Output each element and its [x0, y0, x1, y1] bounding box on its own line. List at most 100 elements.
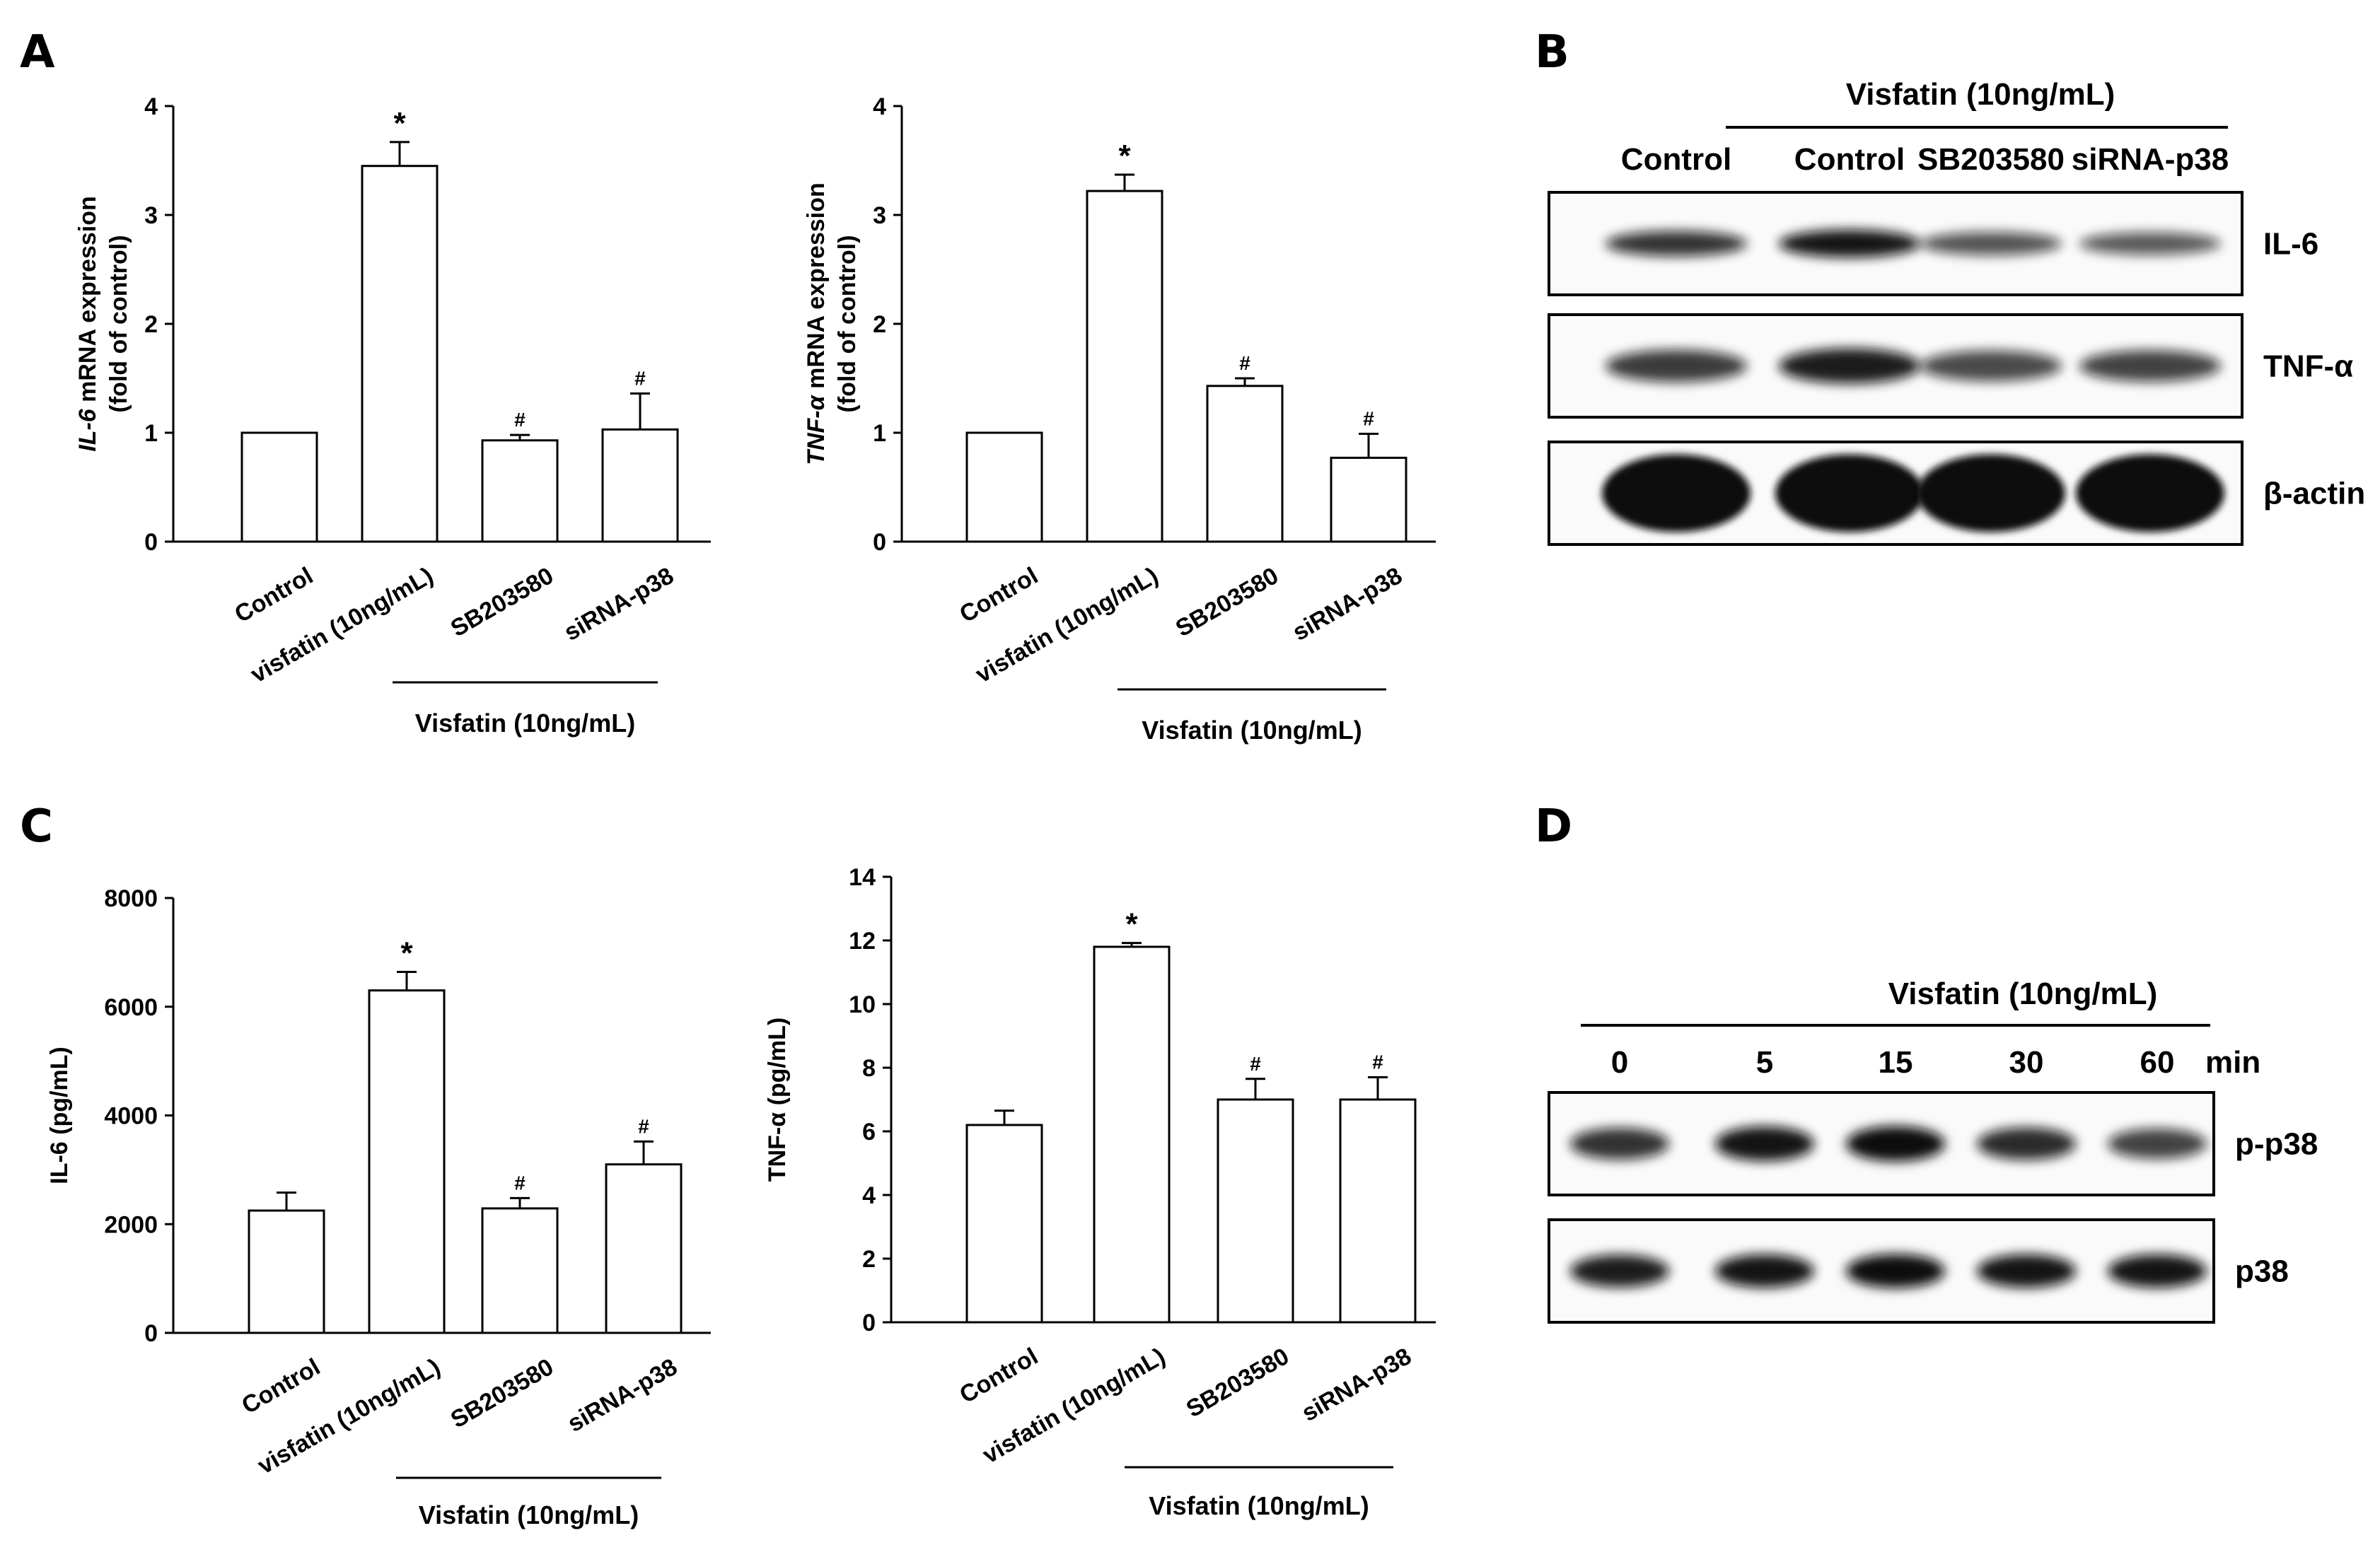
- blot-row-label: β-actin: [2263, 477, 2365, 511]
- blot-d-unit: min: [2205, 1045, 2260, 1080]
- blot-lane-label: Control: [1621, 142, 1731, 177]
- group-label: Visfatin (10ng/mL): [1142, 716, 1362, 745]
- blot-row-label: TNF-α: [2263, 349, 2353, 384]
- bar: [605, 1163, 683, 1334]
- significance-hash: #: [1239, 352, 1250, 374]
- y-axis-label: IL-6 (pg/mL): [46, 1046, 73, 1184]
- significance-star: *: [393, 106, 406, 141]
- blot-lane-label: 5: [1756, 1045, 1773, 1080]
- significance-hash: #: [514, 409, 526, 431]
- group-label: Visfatin (10ng/mL): [415, 709, 635, 737]
- y-tick-label: 0: [144, 529, 158, 556]
- blot-band: [1570, 1128, 1669, 1160]
- significance-hash: #: [1363, 408, 1374, 430]
- blot-band: [1606, 231, 1747, 257]
- y-tick-label: 0: [862, 1310, 876, 1336]
- blot-band: [1715, 1254, 1814, 1288]
- y-tick-label: 2: [862, 1246, 876, 1273]
- blot-row-label: IL-6: [2263, 227, 2318, 262]
- blot-band: [1602, 454, 1751, 532]
- blot-band: [1846, 1254, 1945, 1288]
- blot-lane-label: 30: [2009, 1045, 2044, 1080]
- blot-band: [2108, 1254, 2207, 1288]
- y-axis-label-line2: (fold of control): [834, 235, 861, 412]
- blot-lane-label: 15: [1879, 1045, 1913, 1080]
- y-tick-label: 2: [144, 311, 158, 338]
- y-tick-label: 3: [144, 202, 158, 229]
- y-tick-label: 4: [873, 93, 886, 120]
- y-tick-label: 12: [849, 928, 876, 955]
- y-tick-label: 0: [873, 529, 886, 556]
- bar: [361, 165, 439, 543]
- bar: [368, 989, 446, 1334]
- y-axis-label-line2: (fold of control): [105, 235, 132, 412]
- y-tick-label: 3: [873, 202, 886, 229]
- blot-row-label: p-p38: [2235, 1127, 2318, 1162]
- blot-band: [1977, 1254, 2076, 1288]
- blot-band: [1570, 1254, 1669, 1288]
- y-tick-label: 6000: [104, 994, 158, 1021]
- significance-hash: #: [1250, 1053, 1261, 1075]
- chart-il6-mrna: 0 1 2 3 4 IL-6 mRNA expression (fold of contro…: [74, 93, 711, 737]
- y-tick-label: 4: [862, 1182, 876, 1209]
- blot-lane-label: 60: [2140, 1045, 2175, 1080]
- western-blot-d: Visfatin (10ng/mL) 0 5 15 30 60 min p-p38 p38: [1548, 976, 2318, 1324]
- x-tick-label: Control: [955, 562, 1043, 628]
- y-axis-label: IL-6 mRNA expression: [74, 196, 101, 452]
- y-tick-label: 8000: [104, 885, 158, 912]
- bar: [1093, 945, 1171, 1324]
- y-tick-label: 4000: [104, 1103, 158, 1130]
- blot-band: [2108, 1129, 2207, 1159]
- significance-hash: #: [634, 368, 646, 390]
- y-tick-label: 1: [144, 420, 158, 447]
- y-tick-label: 2: [873, 311, 886, 338]
- blot-band: [1846, 1126, 1945, 1162]
- significance-star: *: [400, 936, 413, 971]
- x-tick-label: Control: [230, 562, 318, 628]
- blot-band: [2079, 232, 2221, 255]
- bar: [240, 431, 318, 543]
- bar: [1086, 190, 1163, 543]
- bar: [1330, 456, 1407, 543]
- y-tick-label: 4: [144, 93, 158, 120]
- y-tick-label: 0: [144, 1320, 158, 1347]
- bar: [965, 1124, 1043, 1324]
- bar: [1206, 385, 1284, 543]
- y-tick-label: 8: [862, 1055, 876, 1082]
- bar: [1217, 1098, 1294, 1324]
- blot-band: [1920, 350, 2062, 382]
- bar: [965, 431, 1043, 543]
- y-tick-label: 1: [873, 420, 886, 447]
- blot-band: [2076, 454, 2224, 532]
- blot-lane-label: 0: [1611, 1045, 1628, 1080]
- group-label: Visfatin (10ng/mL): [1149, 1491, 1369, 1520]
- significance-star: *: [1125, 907, 1138, 942]
- panel-letter-d: D: [1535, 800, 1572, 853]
- x-tick-label: siRNA-p38: [1297, 1343, 1416, 1427]
- y-tick-label: 10: [849, 991, 876, 1018]
- blot-lane-label: SB203580: [1917, 142, 2065, 177]
- y-axis-label: TNF-α (pg/mL): [764, 1018, 791, 1182]
- blot-band: [1775, 454, 1924, 532]
- blot-row-label: p38: [2235, 1254, 2289, 1289]
- significance-star: *: [1118, 139, 1131, 173]
- blot-band: [1779, 229, 1920, 258]
- blot-d-header: Visfatin (10ng/mL): [1888, 976, 2158, 1011]
- blot-band: [1920, 232, 2062, 255]
- bar: [1339, 1098, 1417, 1324]
- blot-lane-label: Control: [1794, 142, 1905, 177]
- y-tick-label: 14: [849, 864, 876, 891]
- x-tick-label: siRNA-p38: [1288, 562, 1407, 646]
- blot-band: [1606, 349, 1747, 383]
- significance-hash: #: [514, 1172, 526, 1194]
- blot-band: [1977, 1127, 2076, 1160]
- panel-letter-c: C: [20, 800, 53, 853]
- chart-tnfa-mrna: 0 1 2 3 4 TNF-α mRNA expression (fold of contr…: [803, 93, 1436, 745]
- blot-band: [1715, 1126, 1814, 1161]
- x-tick-label: SB203580: [446, 1353, 558, 1433]
- blot-band: [2079, 350, 2221, 382]
- x-tick-label: SB203580: [446, 562, 558, 642]
